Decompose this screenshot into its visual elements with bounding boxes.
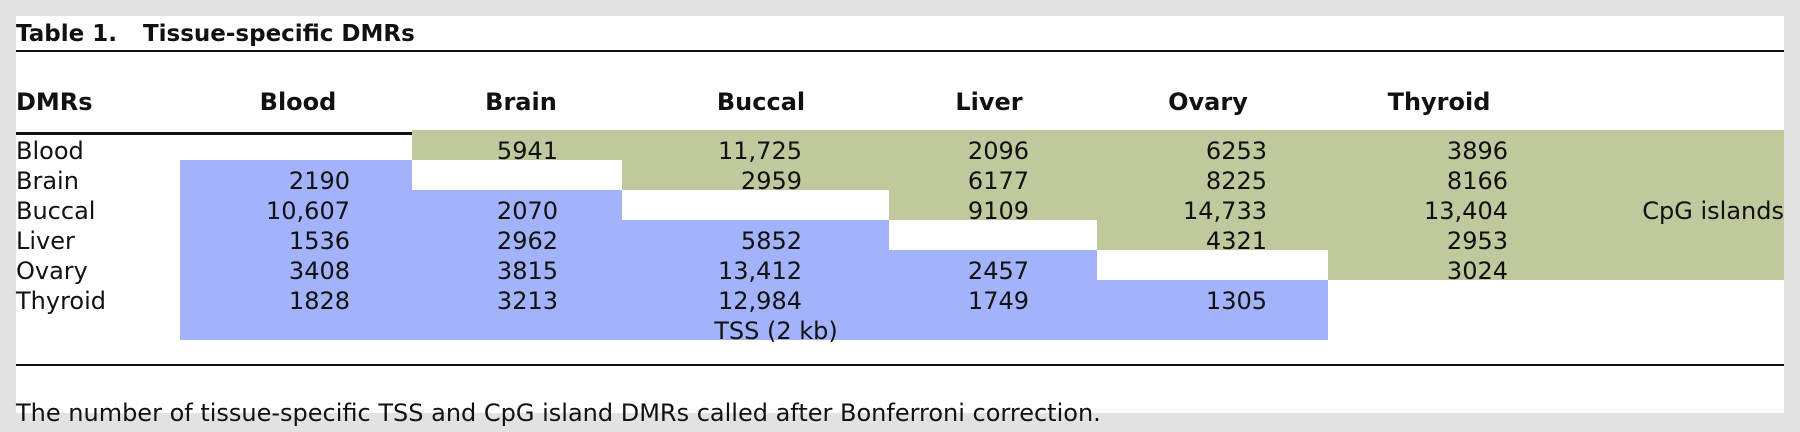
- cpg-region-band-5: [1328, 250, 1784, 280]
- table-caption: Table 1. Tissue-specific DMRs: [16, 16, 415, 52]
- cell-ovary-buccal: 13,412: [718, 257, 802, 285]
- cell-liver-blood: 1536: [288, 227, 350, 255]
- cell-blood-thyroid: 3896: [1446, 137, 1508, 165]
- cell-ovary-brain: 3815: [496, 257, 558, 285]
- cell-brain-blood: 2190: [288, 167, 350, 195]
- cell-blood-liver: 2096: [967, 137, 1029, 165]
- tss-region-band-3: [180, 220, 889, 250]
- cell-brain-ovary: 8225: [1205, 167, 1267, 195]
- cell-liver-thyroid: 2953: [1446, 227, 1508, 255]
- cell-brain-liver: 6177: [967, 167, 1029, 195]
- cell-blood-buccal: 11,725: [718, 137, 802, 165]
- row-label-liver: Liver: [16, 227, 75, 255]
- table-label: Table 1.: [16, 21, 117, 47]
- top-rule: [16, 50, 1784, 52]
- tss-region-band-1: [180, 160, 412, 190]
- cell-brain-thyroid: 8166: [1446, 167, 1508, 195]
- cpg-region-band-3: [889, 190, 1784, 220]
- cell-thyroid-liver: 1749: [967, 287, 1029, 315]
- cell-buccal-brain: 2070: [496, 197, 558, 225]
- row-label-buccal: Buccal: [16, 197, 96, 225]
- cell-thyroid-blood: 1828: [288, 287, 350, 315]
- header-buccal: Buccal: [716, 88, 806, 116]
- header-brain: Brain: [485, 88, 557, 116]
- cell-liver-brain: 2962: [496, 227, 558, 255]
- cell-ovary-liver: 2457: [967, 257, 1029, 285]
- table-footnote: The number of tissue-specific TSS and Cp…: [16, 399, 1101, 427]
- cell-brain-buccal: 2959: [740, 167, 802, 195]
- header-liver: Liver: [955, 88, 1023, 116]
- cell-thyroid-buccal: 12,984: [718, 287, 802, 315]
- cell-blood-ovary: 6253: [1205, 137, 1267, 165]
- row-label-ovary: Ovary: [16, 257, 88, 285]
- cell-buccal-liver: 9109: [967, 197, 1029, 225]
- cpg-region-band-1: [412, 130, 1784, 160]
- header-blood: Blood: [259, 88, 337, 116]
- row-label-thyroid: Thyroid: [16, 287, 106, 315]
- table-panel: Table 1. Tissue-specific DMRs DMRs Blood …: [16, 16, 1784, 427]
- tss-label: TSS (2 kb): [714, 317, 838, 345]
- cell-liver-buccal: 5852: [740, 227, 802, 255]
- tss-region-band-2: [180, 190, 622, 220]
- cell-thyroid-brain: 3213: [496, 287, 558, 315]
- header-dmrs: DMRs: [16, 88, 93, 116]
- row-label-brain: Brain: [16, 167, 79, 195]
- bottom-rule: [16, 364, 1784, 366]
- header-ovary: Ovary: [1168, 88, 1248, 116]
- cell-buccal-thyroid: 13,404: [1424, 197, 1508, 225]
- tss-region-band-5: [180, 280, 1328, 340]
- cell-buccal-ovary: 14,733: [1183, 197, 1267, 225]
- cell-ovary-blood: 3408: [288, 257, 350, 285]
- cell-buccal-blood: 10,607: [266, 197, 350, 225]
- tss-region-band-4: [180, 250, 1097, 280]
- cpg-islands-label: CpG islands: [1642, 197, 1784, 225]
- cell-ovary-thyroid: 3024: [1446, 257, 1508, 285]
- cell-thyroid-ovary: 1305: [1205, 287, 1267, 315]
- cell-liver-ovary: 4321: [1205, 227, 1267, 255]
- header-thyroid: Thyroid: [1387, 88, 1491, 116]
- cpg-region-band-2: [622, 160, 1784, 190]
- cell-blood-brain: 5941: [496, 137, 558, 165]
- cpg-region-band-4: [1097, 220, 1784, 250]
- row-label-blood: Blood: [16, 137, 84, 165]
- table-title: Tissue-specific DMRs: [142, 21, 415, 47]
